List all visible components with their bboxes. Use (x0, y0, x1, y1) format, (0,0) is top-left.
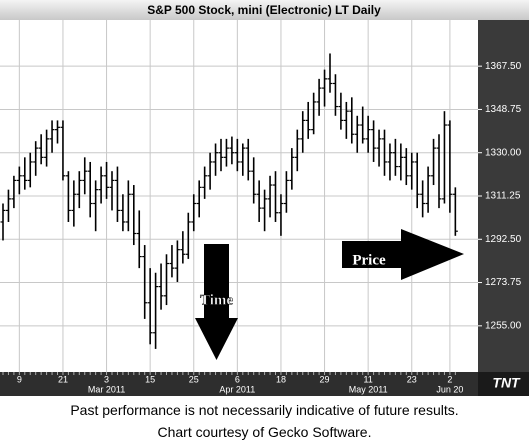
caption-line: Chart courtesy of Gecko Software. (157, 424, 372, 440)
y-tick-label: 1311.25 (485, 191, 521, 202)
axes: 1255.00 1273.75 1292.50 1311.25 1330.00 1348.… (2, 61, 522, 394)
annotation: Time (200, 292, 233, 308)
x-tick-label: 6 (235, 374, 240, 384)
x-tick-label: 9 (17, 374, 22, 384)
x-tick-label: 15 (145, 374, 155, 384)
x-month-label: May 2011 (349, 384, 388, 394)
title-bar (0, 0, 529, 20)
bars (0, 53, 458, 349)
x-tick-label: 21 (58, 374, 68, 384)
logo: TNT (492, 375, 521, 391)
y-tick-label: 1367.50 (485, 61, 522, 72)
x-tick-label: 23 (407, 374, 417, 384)
x-month-label: Mar 2011 (88, 384, 125, 394)
y-tick-label: 1273.75 (485, 277, 522, 288)
caption-line: Past performance is not necessarily indi… (70, 402, 459, 418)
x-tick-label: 3 (104, 374, 109, 384)
chart-title: S&P 500 Stock, mini (Electronic) LT Dail… (147, 3, 381, 17)
time-axis (0, 372, 529, 396)
y-tick-label: 1330.00 (485, 147, 522, 158)
time-annotation: Time (195, 244, 238, 360)
logo-box (478, 372, 529, 396)
price-axis (478, 20, 529, 372)
x-tick-label: 18 (276, 374, 286, 384)
x-tick-label: 25 (189, 374, 199, 384)
x-tick-label: 11 (363, 374, 372, 384)
x-month-label: Jun 20 (436, 384, 463, 394)
y-tick-label: 1255.00 (485, 320, 522, 331)
right-arrow (342, 229, 464, 280)
annotation: Price (352, 252, 386, 268)
x-tick-label: 2 (447, 374, 452, 384)
y-tick-label: 1292.50 (485, 234, 522, 245)
down-arrow (195, 244, 238, 360)
price-annotation: Price (342, 229, 464, 280)
y-tick-label: 1348.75 (485, 104, 522, 115)
x-month-label: Apr 2011 (219, 384, 255, 394)
chart: S&P 500 Stock, mini (Electronic) LT Dail… (0, 0, 529, 396)
x-tick-label: 29 (320, 374, 330, 384)
